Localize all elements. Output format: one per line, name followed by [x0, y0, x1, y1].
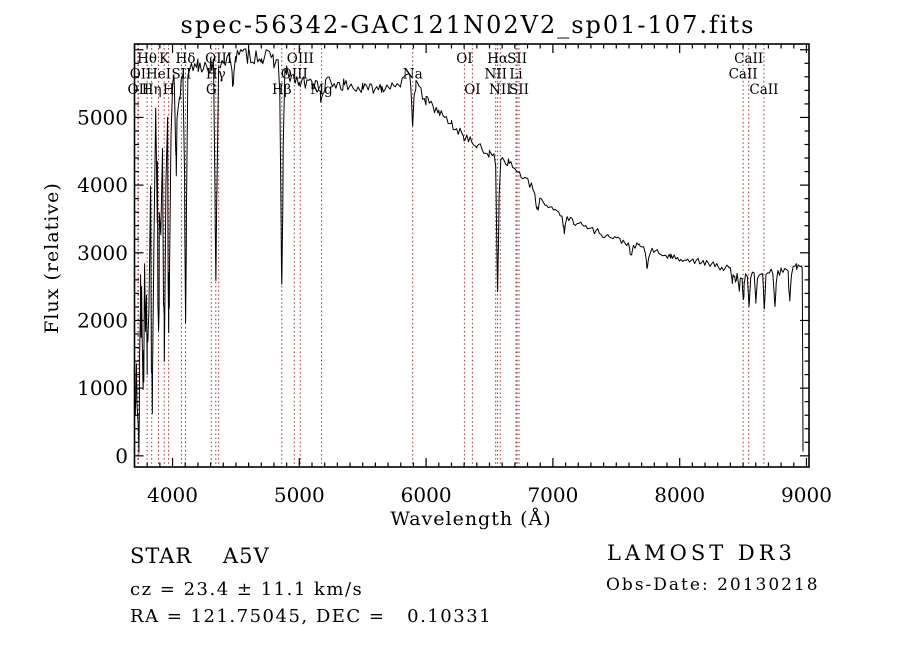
- spectral-line-label: Hβ: [272, 82, 292, 98]
- chart-title: spec-56342-GAC121N02V2_sp01-107.fits: [180, 11, 756, 39]
- spectral-line-label: OI: [464, 82, 480, 98]
- spectral-line-label: Hδ: [176, 51, 196, 67]
- y-tick-label: 5000: [77, 105, 128, 129]
- spectral-line-label: HeI: [146, 67, 171, 83]
- spectral-line-label: OII: [128, 82, 150, 98]
- y-tick-label: 0: [115, 444, 128, 468]
- axis-ticks: [133, 44, 809, 467]
- spectral-line-label: Hα: [487, 51, 508, 67]
- x-tick-label: 4000: [147, 483, 198, 507]
- spectrum-line: [134, 48, 804, 454]
- spectral-line-label: SII: [507, 51, 527, 67]
- spectral-line-label: Hη: [142, 82, 162, 98]
- x-tick-label: 7000: [527, 483, 578, 507]
- spectral-line-label: SII: [171, 67, 191, 83]
- spectral-line-label: OI: [130, 67, 146, 83]
- flux-axis-label: Flux (relative): [41, 182, 63, 334]
- spectral-line-label: Mg: [310, 82, 333, 98]
- spectral-line-label: SII: [509, 82, 529, 98]
- spectral-line-label: CaII: [729, 67, 758, 83]
- spectral-line-label: Hγ: [206, 67, 226, 83]
- cz-velocity-text: cz = 23.4 ± 11.1 km/s: [130, 579, 364, 600]
- plot-frame: [133, 43, 810, 468]
- x-tick-label: 6000: [401, 483, 452, 507]
- spectral-line-label: NII: [489, 82, 511, 98]
- spectral-line-label: Hθ: [137, 51, 157, 67]
- spectral-line-label: OIII: [205, 51, 232, 67]
- ra-dec-text: RA = 121.75045, DEC = 0.10331: [130, 606, 493, 627]
- wavelength-axis-label: Wavelength (Å): [390, 508, 552, 530]
- classification-text: STAR A5V: [130, 544, 270, 568]
- x-tick-label: 5000: [274, 483, 325, 507]
- survey-release-text: LAMOST DR3: [607, 541, 796, 565]
- spectral-line-label: NII: [484, 67, 506, 83]
- x-tick-label: 8000: [654, 483, 705, 507]
- frame-rect: [133, 43, 810, 468]
- spectral-line-label: G: [206, 82, 217, 98]
- spectrum-trace: [134, 48, 804, 454]
- spectral-line-label: CaII: [749, 82, 778, 98]
- axis-tick-labels: 4000 5000 6000 7000 8000 9000 0 1000 2000 3000 400…: [77, 105, 832, 507]
- spectral-line-label: CaII: [734, 51, 763, 67]
- y-tick-label: 1000: [77, 376, 128, 400]
- spectral-line-label: OIII: [287, 51, 314, 67]
- spectral-line-label: H: [163, 82, 175, 98]
- y-tick-label: 4000: [77, 173, 128, 197]
- y-tick-label: 3000: [77, 241, 128, 265]
- spectral-line-markers: [137, 44, 765, 467]
- spectral-line-label: OI: [456, 51, 472, 67]
- y-tick-label: 2000: [77, 309, 128, 333]
- x-tick-label: 9000: [781, 483, 832, 507]
- spectral-line-label: Li: [509, 67, 523, 83]
- spectral-line-label: Na: [403, 67, 423, 83]
- spectral-line-label: K: [159, 51, 170, 67]
- obs-date-text: Obs-Date: 20130218: [606, 575, 820, 595]
